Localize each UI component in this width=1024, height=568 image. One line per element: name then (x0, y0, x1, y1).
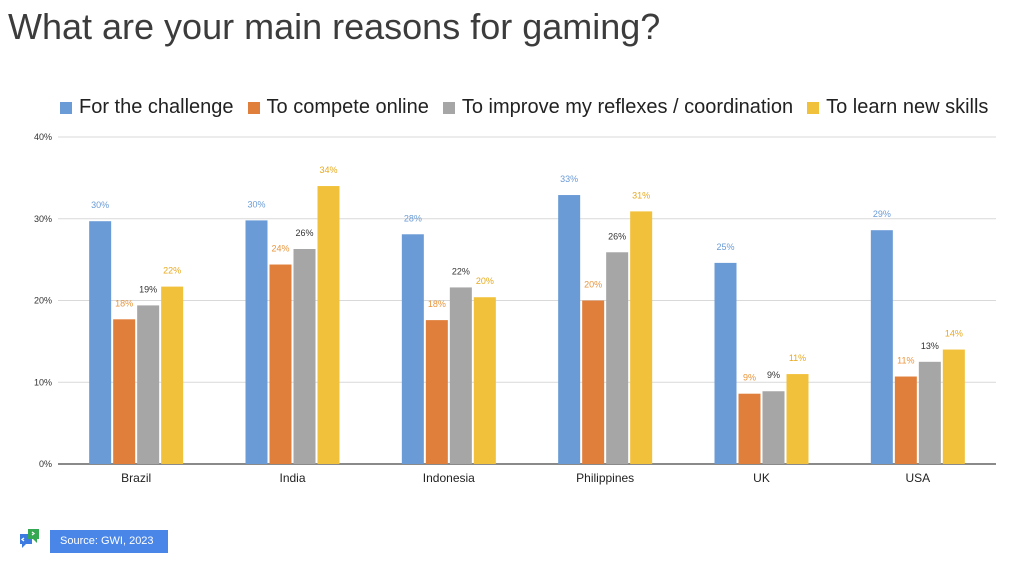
y-tick-label: 0% (39, 459, 52, 469)
bar (293, 248, 316, 464)
data-label: 30% (247, 199, 265, 209)
bar (942, 349, 965, 464)
data-label: 18% (428, 299, 446, 309)
legend-item-reflexes: To improve my reflexes / coordination (442, 96, 794, 119)
legend-label-challenge: For the challenge (79, 96, 234, 118)
y-tick-label: 10% (34, 377, 52, 387)
bar (738, 393, 761, 464)
y-tick-label: 20% (34, 296, 52, 306)
y-tick-label: 40% (34, 132, 52, 142)
chart-title: What are your main reasons for gaming? (8, 6, 661, 47)
bar (630, 211, 653, 464)
bar (606, 252, 629, 464)
data-label: 19% (139, 284, 157, 294)
bar (425, 320, 448, 464)
data-label: 18% (115, 298, 133, 308)
bar (89, 221, 112, 464)
source-badge: Source: GWI, 2023 (50, 529, 168, 553)
bar (449, 287, 472, 464)
data-label: 13% (921, 341, 939, 351)
bar (137, 305, 160, 464)
data-label: 20% (584, 280, 602, 290)
x-tick-label: Indonesia (423, 471, 475, 485)
bar (245, 220, 268, 464)
chart-legend: For the challenge To compete online To i… (60, 96, 988, 119)
bar (870, 230, 893, 464)
x-tick-label: USA (905, 471, 930, 485)
data-label: 26% (295, 228, 313, 238)
bar (762, 391, 785, 464)
data-label: 26% (608, 231, 626, 241)
data-label: 22% (452, 266, 470, 276)
bar (161, 286, 184, 464)
data-label: 20% (476, 276, 494, 286)
data-label: 25% (716, 242, 734, 252)
gwi-logo-icon (20, 529, 39, 548)
data-label: 11% (897, 356, 914, 366)
bar (786, 374, 809, 464)
data-label: 28% (404, 213, 422, 223)
data-label: 14% (945, 329, 963, 339)
data-label: 9% (743, 373, 756, 383)
data-label: 30% (91, 200, 109, 210)
source-footer: Source: GWI, 2023 (16, 528, 168, 554)
bar (269, 264, 292, 464)
legend-label-skills: To learn new skills (826, 96, 989, 118)
bar (894, 376, 917, 464)
data-label: 22% (163, 266, 181, 276)
legend-item-compete: To compete online (247, 96, 429, 119)
data-label: 29% (873, 209, 891, 219)
bar (918, 361, 941, 464)
data-label: 9% (767, 370, 780, 380)
bar (401, 234, 424, 464)
data-label: 33% (560, 174, 578, 184)
x-tick-label: India (279, 471, 305, 485)
legend-label-reflexes: To improve my reflexes / coordination (461, 96, 794, 118)
legend-swatch-compete (247, 101, 260, 114)
bar (317, 186, 340, 465)
data-label: 31% (632, 190, 650, 200)
legend-item-challenge: For the challenge (60, 96, 234, 119)
legend-item-skills: To learn new skills (807, 96, 988, 119)
x-tick-label: Philippines (576, 471, 634, 485)
y-tick-label: 30% (34, 214, 52, 224)
legend-label-compete: To compete online (266, 96, 429, 118)
legend-swatch-challenge (60, 101, 72, 114)
bar (558, 195, 581, 465)
data-label: 24% (271, 244, 289, 254)
x-tick-label: Brazil (121, 471, 151, 485)
x-tick-label: UK (753, 471, 770, 485)
bar (473, 297, 496, 464)
data-label: 34% (319, 165, 337, 175)
bar (582, 300, 605, 464)
legend-swatch-reflexes (442, 101, 455, 114)
bar (113, 319, 136, 464)
bar (714, 262, 737, 464)
data-label: 11% (789, 353, 806, 363)
legend-swatch-skills (807, 101, 820, 114)
